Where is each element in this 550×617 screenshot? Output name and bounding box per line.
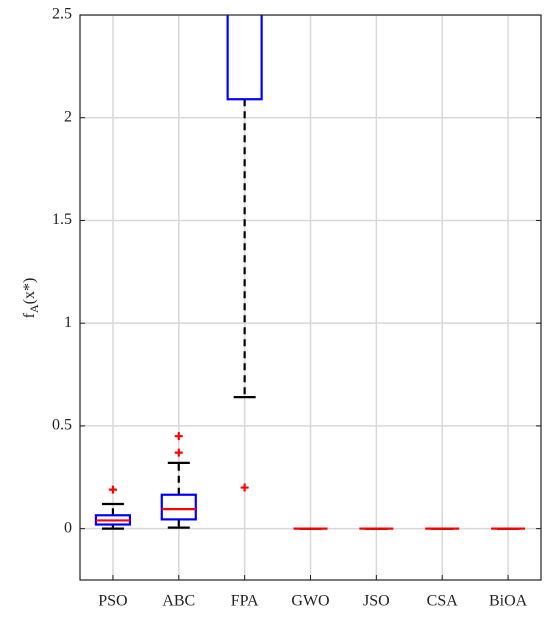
- x-tick-label: PSO: [98, 593, 127, 610]
- y-tick-label: 0: [64, 519, 72, 536]
- y-tick-label: 2.5: [52, 6, 72, 23]
- plot-area: [80, 15, 541, 580]
- y-tick-label: 1: [64, 314, 72, 331]
- outlier: [174, 448, 183, 457]
- x-tick-label: BiOA: [489, 593, 528, 610]
- y-tick-label: 0.5: [52, 417, 72, 434]
- outlier: [108, 485, 117, 494]
- y-tick-label: 2: [64, 108, 72, 125]
- box: [160, 493, 197, 521]
- y-tick-label: 1.5: [52, 211, 72, 228]
- box: [226, 15, 263, 101]
- outlier: [174, 432, 183, 441]
- x-tick-label: FPA: [231, 593, 259, 610]
- x-tick-label: ABC: [162, 593, 195, 610]
- x-tick-label: CSA: [427, 593, 459, 610]
- outlier: [240, 483, 249, 492]
- y-axis-label: fA(x*): [21, 278, 41, 319]
- x-tick-label: GWO: [291, 593, 329, 610]
- x-tick-label: JSO: [363, 593, 390, 610]
